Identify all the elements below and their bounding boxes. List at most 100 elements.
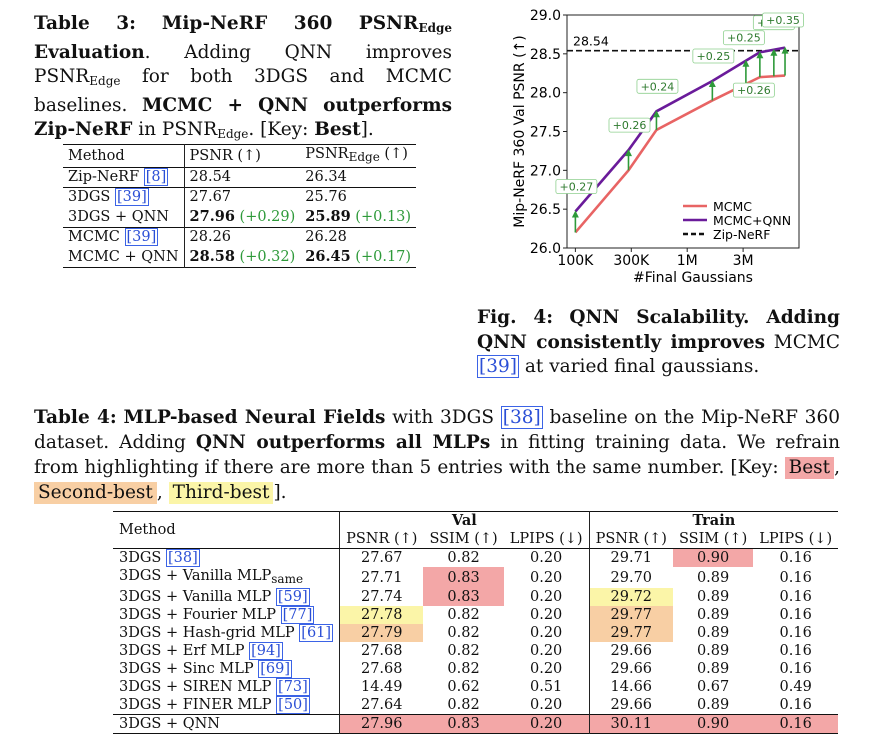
gain-label: +0.26 [613,119,647,132]
t3-edge-value: 26.45 [305,248,351,265]
t4-method: 3DGS + Vanilla MLP [119,568,272,584]
t4-ref-link[interactable]: [50] [276,696,310,714]
table4-end: ]. [273,482,287,503]
t4-col-header: PSNR (↑) [588,530,673,549]
t3-psnr-value: 28.54 [189,169,232,185]
table4-ref-link[interactable]: [38] [500,406,543,429]
t4-value-cell: 0.16 [779,569,812,586]
t4-ref-link[interactable]: [94] [249,642,283,660]
fig4-ref-link[interactable]: [39] [477,355,519,378]
t4-value-cell: 0.82 [447,661,480,677]
gain-label: +0.25 [696,50,730,63]
t4-method: 3DGS [119,550,162,566]
t4-col-header: SSIM (↑) [429,531,498,547]
t4-value-cell: 29.70 [588,567,673,588]
t4-value-cell: 27.68 [339,642,424,660]
t3-psnr-cell: 28.58 (+0.32) [184,247,300,268]
x-tick-label: 300K [613,253,650,269]
table-row: 3DGS [38] 27.67 0.82 0.20 29.71 0.90 0.16 [113,548,838,567]
table-row: Zip-NeRF [8] 28.54 26.34 [63,167,417,188]
table-row: 3DGS + QNN 27.96 (+0.29) 25.89 (+0.13) [63,207,417,228]
t4-value-cell: 0.20 [530,661,563,677]
t4-value-cell: 0.89 [696,607,730,623]
t4-method-cell: 3DGS + Sinc MLP [69] [113,660,340,678]
t4-value-cell: 29.66 [588,696,673,715]
t3-method-cell: Zip-NeRF [8] [63,167,185,188]
t4-ref-link[interactable]: [77] [280,606,315,624]
t4-value-cell: 27.78 [339,606,424,624]
t4-value-cell: 0.62 [447,679,480,695]
t3-edge-cell: 25.76 [300,188,416,208]
t4-value-cell: 0.89 [696,625,730,641]
t4-value-cell: 0.16 [779,607,812,623]
t4-method-cell: 3DGS + Fourier MLP [77] [113,606,340,624]
t4-value-cell: 0.83 [423,714,504,734]
t3-edge-delta: (+0.17) [355,249,412,265]
table3-label: Table 3: [34,13,136,34]
t4-method-cell: 3DGS + FINER MLP [50] [113,696,340,715]
t4-ref-link[interactable]: [38] [165,549,200,567]
t3-psnr-cell: 27.67 [184,188,300,208]
gain-label: +0.24 [641,80,675,93]
t4-value-cell: 0.89 [696,697,730,713]
t4-value-cell: 0.16 [779,589,812,605]
t4-col-header: PSNR (↑) [339,530,424,549]
table3-title: Mip-NeRF 360 PSNR [161,13,419,34]
t4-ref-link[interactable]: [69] [258,660,292,678]
t4-value-cell: 0.89 [696,661,730,677]
table3-title-post: Evaluation [34,41,145,63]
t4-value-cell: 27.74 [339,588,424,606]
t4-ref-link[interactable]: [61] [299,624,334,642]
t3-edge-value: 26.28 [305,229,347,245]
t3-method: Zip-NeRF [68,169,140,185]
t4-value-cell: 29.77 [588,606,673,624]
fig4-text: MCMC [765,331,840,353]
t4-value-cell: 0.90 [672,714,754,734]
t4-method: 3DGS + Hash-grid MLP [119,625,295,641]
gain-arrowhead [770,48,778,56]
table4-text1: with 3DGS [385,407,501,428]
table-row: 3DGS + Hash-grid MLP [61] 27.79 0.82 0.20 29… [113,624,838,642]
t3-ref-link[interactable]: [39] [114,188,149,206]
t4-method: 3DGS + Sinc MLP [119,661,254,677]
t3-method-cell: MCMC + QNN [63,247,185,268]
gain-arrowhead [571,210,579,218]
gain-arrowhead [708,80,716,88]
t4-value-cell: 0.82 [447,643,480,659]
t4-value-cell: 0.16 [753,714,839,734]
x-tick-label: 1M [677,253,698,269]
table4-bold2: QNN outperforms all MLPs [195,432,491,453]
t4-value-cell: 29.72 [588,588,673,606]
t4-method: 3DGS + FINER MLP [119,697,272,713]
t4-ref-link[interactable]: [59] [275,588,310,606]
table-row: 3DGS + Fourier MLP [77] 27.78 0.82 0.20 29.7… [113,606,838,624]
t3-ref-link[interactable]: [39] [124,228,159,246]
t3-edge-value: 25.76 [305,189,347,205]
t4-value-cell: 27.64 [339,696,424,715]
t4-value-cell: 0.20 [530,550,563,566]
gain-label: +0.35 [766,14,800,27]
t3-header-psnr: PSNR (↑) [189,147,261,164]
t4-value-cell: 27.96 [339,714,424,734]
table-row: 3DGS + Sinc MLP [69] 27.68 0.82 0.20 29.66 0.… [113,660,838,678]
table4: Method Val Train PSNR (↑) SSIM (↑) LPIPS (… [113,511,839,734]
table3-bold2: MCMC + QNN outperforms Zip-NeRF [34,94,452,141]
t4-value-cell: 0.20 [530,607,563,623]
y-tick-label: 26.0 [530,241,561,257]
t3-method-cell: 3DGS [39] [63,187,185,207]
x-axis-label: #Final Gaussians [633,270,753,286]
gain-arrowhead [781,46,789,54]
t4-value-cell: 0.20 [503,714,590,734]
gain-arrowhead [756,51,764,59]
t4-ref-link[interactable]: [73] [276,678,310,696]
table3-title-sub: Edge [418,21,452,35]
t4-value-cell: 0.16 [779,625,812,641]
t4-method: 3DGS + QNN [119,716,220,732]
y-tick-label: 28.5 [530,47,561,63]
t3-ref-link[interactable]: [8] [143,168,169,186]
legend-label: MCMC+QNN [713,213,791,228]
t3-psnr-cell: 28.54 [184,168,300,188]
t4-method: 3DGS + Erf MLP [119,643,245,659]
table-row: 3DGS + SIREN MLP [73] 14.49 0.62 0.51 14.66 0… [113,678,838,696]
t3-psnr-cell: 27.96 (+0.29) [184,207,300,228]
